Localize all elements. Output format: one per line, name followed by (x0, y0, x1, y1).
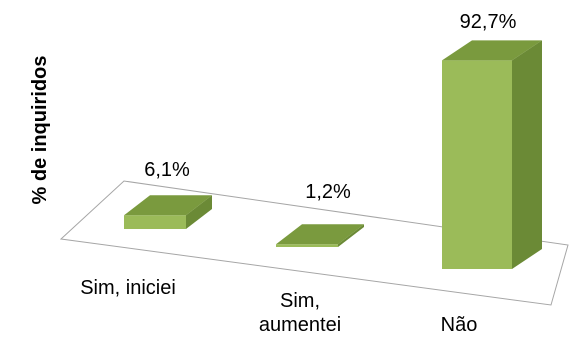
bar (276, 224, 364, 247)
bar-top (124, 195, 212, 216)
bar-front (276, 244, 338, 247)
category-label: Sim, aumentei (259, 290, 341, 336)
labels: 6,1% 1,2% 92,7% Sim, iniciei Sim, aumentei Não (80, 11, 516, 336)
data-label: 6,1% (144, 159, 190, 181)
bar (124, 195, 212, 229)
data-label: 92,7% (460, 11, 517, 33)
category-label: Não (441, 314, 478, 336)
bar (442, 40, 542, 269)
bar-top (442, 40, 542, 61)
bar-front (442, 60, 512, 269)
bar-side (186, 195, 212, 229)
category-label: Sim, iniciei (80, 277, 176, 299)
bars (124, 40, 542, 269)
bar-side (338, 224, 364, 247)
bar-side (512, 40, 542, 269)
bar-top (276, 224, 364, 245)
y-axis-label: % de inquiridos (29, 56, 51, 205)
bar-front (124, 215, 186, 229)
data-label: 1,2% (305, 181, 351, 203)
